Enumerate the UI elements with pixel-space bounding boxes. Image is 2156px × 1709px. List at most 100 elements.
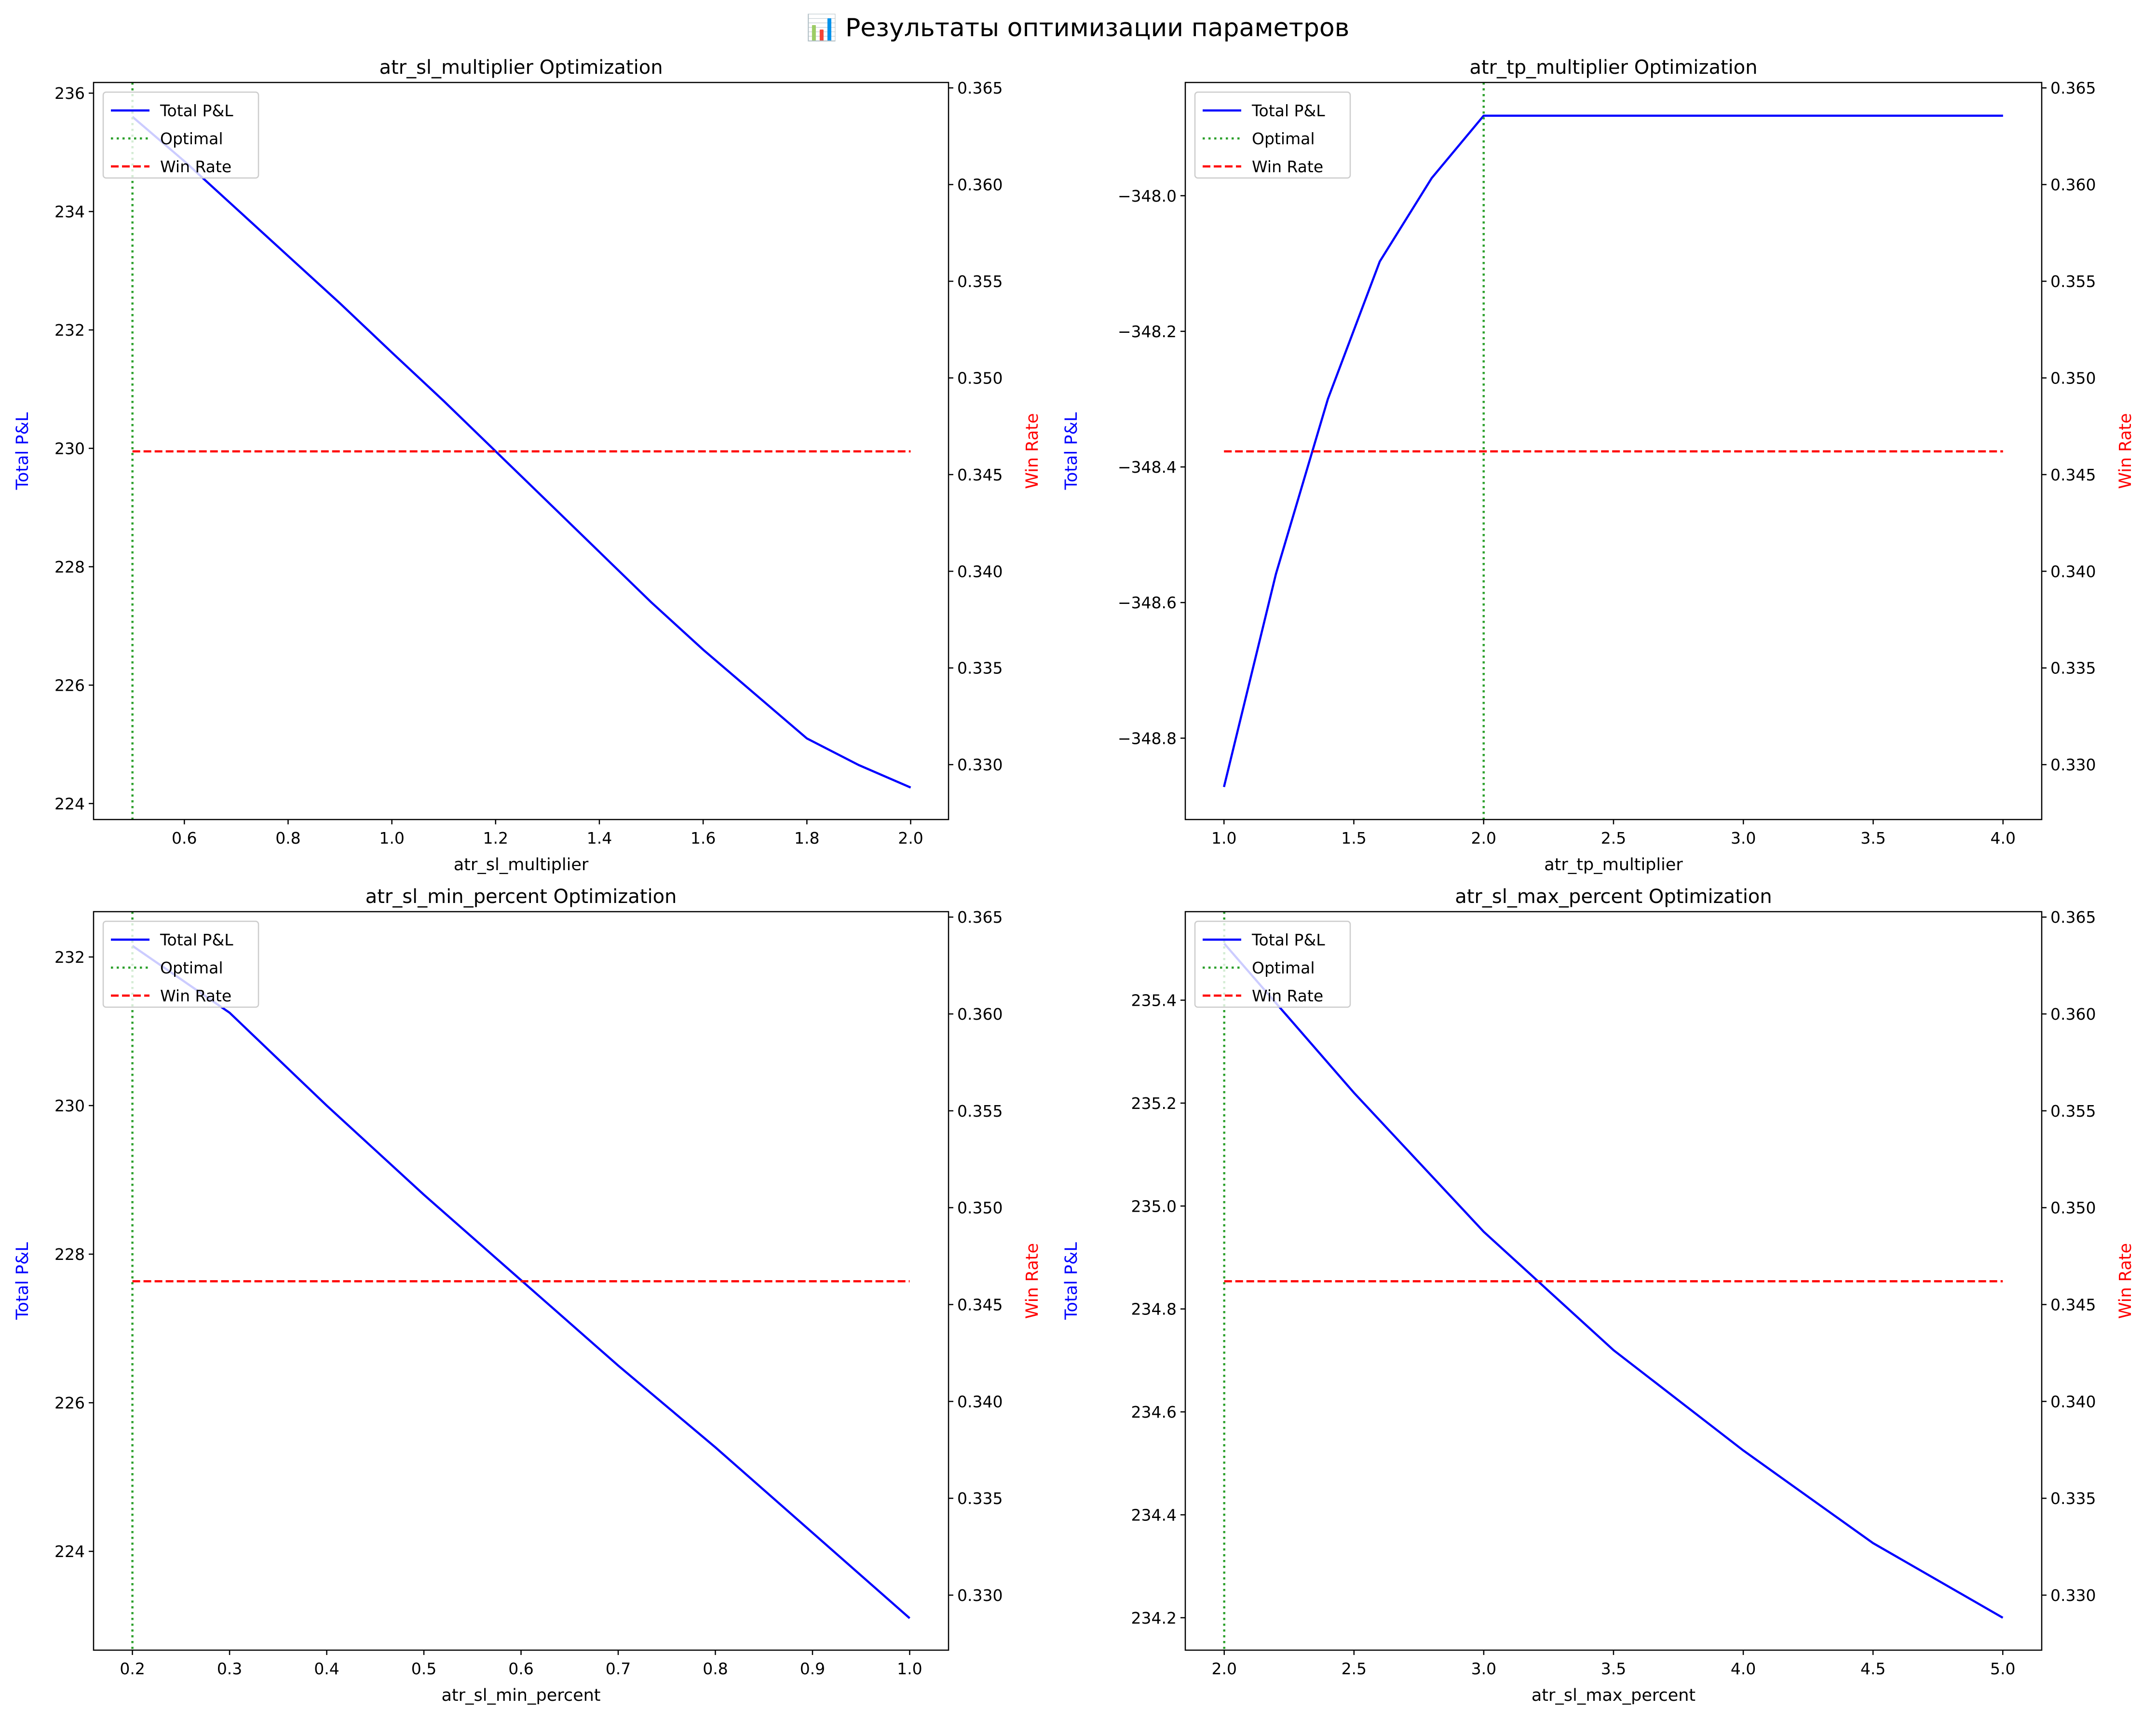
x-tick-label: 2.0 bbox=[1471, 829, 1496, 848]
y-tick-label: 234.8 bbox=[1131, 1300, 1177, 1319]
x-tick-label: 2.5 bbox=[1342, 1659, 1367, 1678]
x-tick-label: 1.0 bbox=[379, 829, 404, 848]
y-axis-label: Total P&L bbox=[1062, 412, 1081, 490]
legend-item-pnl-label: Total P&L bbox=[1251, 101, 1325, 120]
y-axis-label: Total P&L bbox=[13, 412, 32, 490]
pnl-line bbox=[1223, 943, 2004, 1619]
subplot-4: atr_sl_max_percent Optimization 2.0 2.5 3.0… bbox=[1062, 886, 2135, 1705]
y-tick-label: 235.2 bbox=[1131, 1094, 1177, 1113]
x-tick-label: 4.0 bbox=[1991, 829, 2016, 848]
x-axis-label: atr_sl_multiplier bbox=[454, 855, 589, 875]
y-tick-label: 235.4 bbox=[1131, 991, 1177, 1010]
x-tick-label: 2.0 bbox=[898, 829, 923, 848]
y-tick-label: 228 bbox=[54, 1245, 85, 1264]
legend-item-pnl-label: Total P&L bbox=[160, 930, 233, 949]
y2-tick-label: 0.360 bbox=[2050, 1005, 2096, 1024]
legend-box bbox=[102, 920, 259, 1008]
y2-tick-label: 0.345 bbox=[957, 465, 1003, 484]
y2-tick-label: 0.340 bbox=[957, 562, 1003, 581]
y2-tick-label: 0.335 bbox=[957, 659, 1003, 678]
y2-axis-label: Win Rate bbox=[2116, 1243, 2135, 1319]
y2-tick-label: 0.335 bbox=[957, 1489, 1003, 1508]
y2-tick-label: 0.350 bbox=[2050, 1199, 2096, 1217]
x-tick-label: 2.5 bbox=[1601, 829, 1626, 848]
legend: Total P&L Optimal Win Rate bbox=[102, 91, 259, 179]
x-tick-label: 1.5 bbox=[1341, 829, 1366, 848]
legend-box bbox=[1194, 920, 1351, 1008]
figure-title: 📊 Результаты оптимизации параметров bbox=[806, 13, 1350, 42]
y2-tick-label: 0.335 bbox=[2050, 1489, 2096, 1508]
y2-tick-label: 0.360 bbox=[957, 1005, 1003, 1024]
x-tick-label: 0.5 bbox=[411, 1659, 436, 1678]
y-axis-label: Total P&L bbox=[13, 1242, 32, 1320]
legend: Total P&L Optimal Win Rate bbox=[1194, 91, 1351, 179]
y-tick-label: −348.8 bbox=[1118, 729, 1177, 748]
x-tick-label: 1.8 bbox=[794, 829, 819, 848]
y-axis-label: Total P&L bbox=[1062, 1242, 1081, 1320]
x-tick-label: 1.0 bbox=[1211, 829, 1236, 848]
y-tick-label: 224 bbox=[54, 1542, 85, 1561]
pnl-line bbox=[1223, 114, 2003, 788]
y2-tick-label: 0.365 bbox=[957, 908, 1003, 927]
x-tick-label: 1.0 bbox=[897, 1659, 922, 1678]
y2-tick-label: 0.355 bbox=[2050, 1102, 2096, 1121]
x-tick-label: 4.5 bbox=[1860, 1659, 1885, 1678]
x-axis-label: atr_sl_max_percent bbox=[1532, 1686, 1695, 1705]
legend-item-win-rate-label: Win Rate bbox=[1252, 986, 1323, 1005]
x-tick-label: 3.0 bbox=[1731, 829, 1756, 848]
axes-frame bbox=[93, 82, 949, 820]
y-tick-label: 226 bbox=[54, 1394, 85, 1412]
y-tick-label: −348.6 bbox=[1118, 593, 1177, 612]
legend: Total P&L Optimal Win Rate bbox=[102, 920, 259, 1008]
y2-tick-label: 0.340 bbox=[2050, 1392, 2096, 1411]
legend-item-optimal-label: Optimal bbox=[160, 129, 223, 148]
legend-item-optimal-label: Optimal bbox=[1252, 129, 1315, 148]
x-tick-label: 0.4 bbox=[314, 1659, 339, 1678]
y2-tick-label: 0.345 bbox=[2050, 1295, 2096, 1314]
legend-box bbox=[102, 91, 259, 179]
legend: Total P&L Optimal Win Rate bbox=[1194, 920, 1351, 1008]
y2-tick-label: 0.340 bbox=[957, 1392, 1003, 1411]
subplot-3: atr_sl_min_percent Optimization 0.2 0.3 0.4… bbox=[13, 886, 1042, 1705]
x-tick-label: 0.2 bbox=[120, 1659, 145, 1678]
y2-tick-label: 0.345 bbox=[957, 1295, 1003, 1314]
legend-item-pnl-label: Total P&L bbox=[1251, 930, 1325, 949]
subplot-2: atr_tp_multiplier Optimization 1.0 1.5 2.0 2… bbox=[1062, 56, 2135, 875]
y-tick-label: −348.2 bbox=[1118, 322, 1177, 341]
y2-tick-label: 0.345 bbox=[2050, 465, 2096, 484]
x-tick-label: 0.3 bbox=[217, 1659, 242, 1678]
x-tick-label: 1.6 bbox=[691, 829, 716, 848]
y-tick-label: 224 bbox=[54, 794, 85, 813]
y2-tick-label: 0.360 bbox=[2050, 176, 2096, 194]
subplot-title: atr_sl_multiplier Optimization bbox=[379, 56, 663, 79]
y-tick-label: 226 bbox=[54, 676, 85, 695]
legend-item-optimal-label: Optimal bbox=[160, 958, 223, 977]
y2-tick-label: 0.330 bbox=[957, 1586, 1003, 1605]
y2-axis-label: Win Rate bbox=[1023, 1243, 1042, 1319]
legend-item-win-rate-label: Win Rate bbox=[1252, 157, 1323, 176]
y-tick-label: 234.4 bbox=[1131, 1505, 1177, 1524]
x-tick-label: 3.5 bbox=[1601, 1659, 1626, 1678]
y-tick-label: 228 bbox=[54, 558, 85, 576]
y-tick-label: −348.4 bbox=[1118, 458, 1177, 477]
y2-tick-label: 0.355 bbox=[2050, 272, 2096, 291]
y-tick-label: 234.6 bbox=[1131, 1403, 1177, 1422]
legend-item-pnl-label: Total P&L bbox=[160, 101, 233, 120]
y2-tick-label: 0.355 bbox=[957, 272, 1003, 291]
y2-tick-label: 0.360 bbox=[957, 176, 1003, 194]
y2-tick-label: 0.350 bbox=[957, 1199, 1003, 1217]
x-tick-label: 5.0 bbox=[1990, 1659, 2015, 1678]
x-tick-label: 4.0 bbox=[1731, 1659, 1756, 1678]
y2-tick-label: 0.330 bbox=[2050, 755, 2096, 774]
y2-tick-label: 0.365 bbox=[2050, 79, 2096, 97]
y2-tick-label: 0.340 bbox=[2050, 562, 2096, 581]
y2-tick-label: 0.330 bbox=[957, 755, 1003, 774]
x-tick-label: 1.4 bbox=[587, 829, 612, 848]
y-tick-label: −348.0 bbox=[1118, 187, 1177, 205]
y-tick-label: 232 bbox=[54, 321, 85, 340]
y2-tick-label: 0.350 bbox=[957, 369, 1003, 387]
x-tick-label: 2.0 bbox=[1211, 1659, 1236, 1678]
y2-axis-label: Win Rate bbox=[1023, 413, 1042, 489]
